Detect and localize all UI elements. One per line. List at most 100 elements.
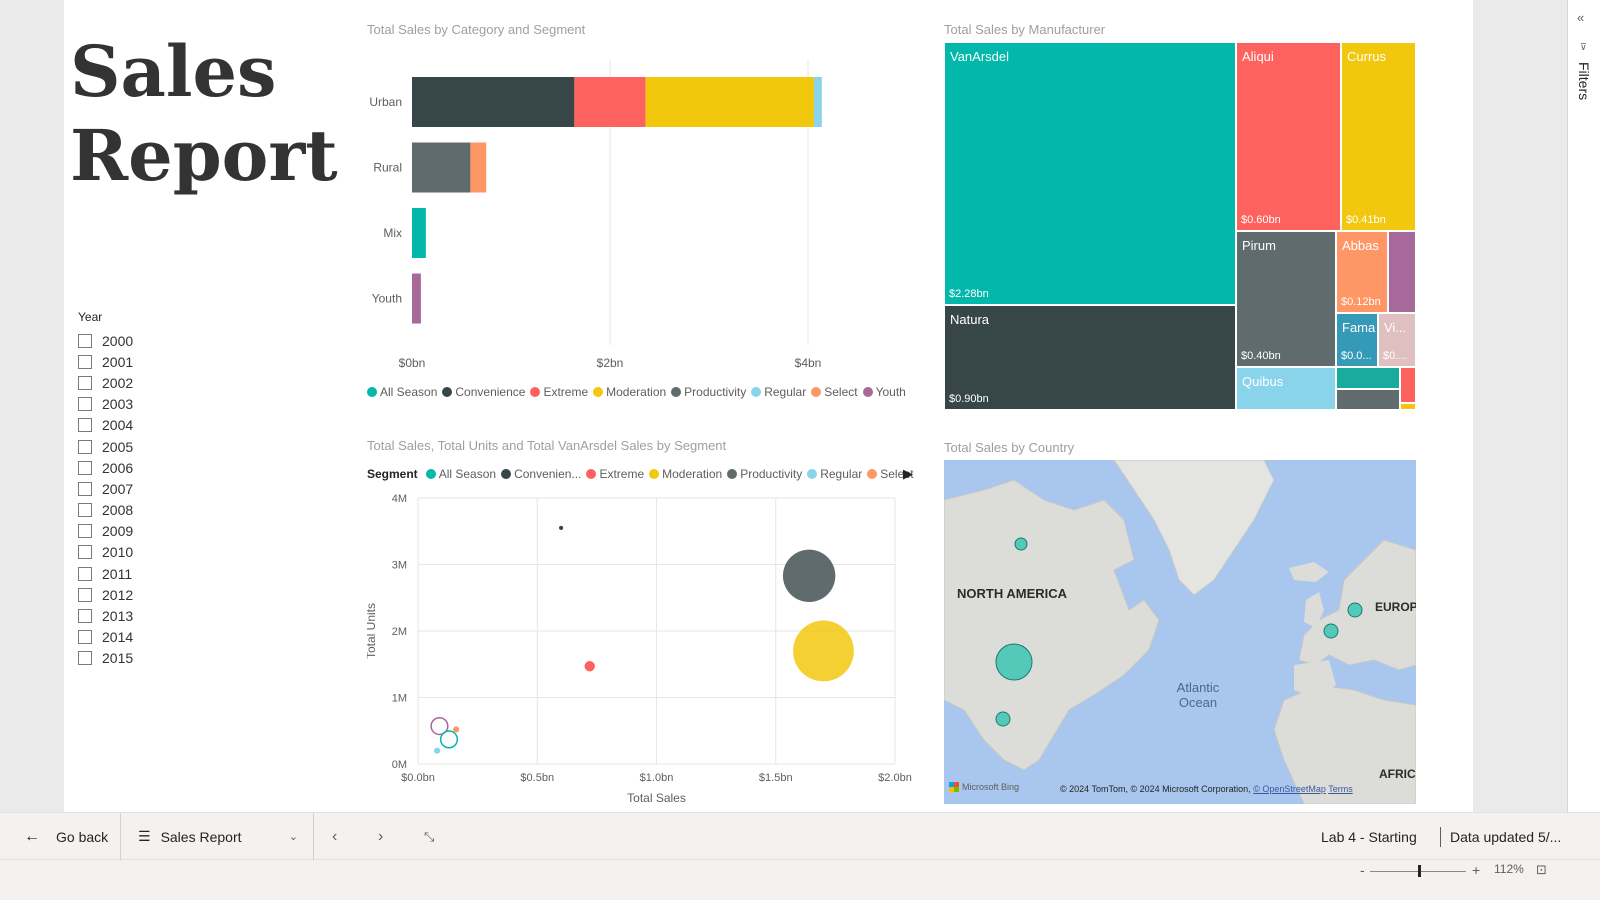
bubble-youth[interactable] bbox=[430, 716, 449, 736]
treemap-tile-small[interactable] bbox=[1388, 231, 1416, 313]
legend-item-select[interactable]: Select bbox=[811, 385, 858, 399]
next-page-button[interactable]: › bbox=[378, 813, 383, 860]
legend-item-youth[interactable]: Youth bbox=[862, 385, 906, 399]
slicer-item[interactable]: 2012 bbox=[78, 584, 278, 605]
filters-label[interactable]: Filters bbox=[1576, 62, 1592, 101]
checkbox[interactable] bbox=[78, 418, 92, 433]
data-updated-text[interactable]: Data updated 5/... bbox=[1450, 828, 1562, 845]
map-visual[interactable]: NORTH AMERICA EUROP Atlantic Ocean AFRIC… bbox=[944, 460, 1416, 804]
bar-select[interactable] bbox=[470, 142, 487, 193]
bar-youth[interactable] bbox=[412, 273, 421, 324]
slicer-item[interactable]: 2008 bbox=[78, 500, 278, 521]
checkbox[interactable] bbox=[78, 481, 92, 496]
map-bubble[interactable] bbox=[1323, 623, 1339, 639]
fit-to-page-button[interactable]: ⤡ bbox=[424, 813, 434, 860]
slicer-item[interactable]: 2001 bbox=[78, 351, 278, 372]
checkbox[interactable] bbox=[78, 609, 92, 624]
treemap-tile-small[interactable] bbox=[1336, 389, 1400, 410]
map-bubble[interactable] bbox=[995, 711, 1011, 727]
treemap-tile-aliqui[interactable]: Aliqui $0.60bn bbox=[1236, 42, 1341, 231]
treemap-tile-vi[interactable]: Vi... $0.... bbox=[1378, 313, 1416, 367]
checkbox[interactable] bbox=[78, 524, 92, 539]
bubble-chart[interactable]: $0.0bn $0.5bn $1.0bn $1.5bn $2.0bn 0M 1M 2M 3M 4M… bbox=[367, 462, 927, 807]
legend-item-productivity[interactable]: Productivity bbox=[727, 467, 802, 481]
checkbox[interactable] bbox=[78, 630, 92, 645]
checkbox[interactable] bbox=[78, 545, 92, 560]
zoom-slider-handle[interactable] bbox=[1418, 865, 1421, 877]
page-select-dropdown[interactable]: ☰ Sales Report ⌄ bbox=[138, 828, 298, 845]
bar-chart[interactable]: $0bn $2bn $4bn Urban Rural Mix Youth bbox=[367, 50, 907, 380]
zoom-out-button[interactable]: - bbox=[1360, 862, 1365, 878]
slicer-item[interactable]: 2011 bbox=[78, 563, 278, 584]
map-bubble[interactable] bbox=[1014, 537, 1028, 551]
checkbox[interactable] bbox=[78, 375, 92, 390]
slicer-item[interactable]: 2009 bbox=[78, 521, 278, 542]
legend-item-convenience[interactable]: Convenien... bbox=[501, 467, 581, 481]
map-bubble[interactable] bbox=[995, 643, 1033, 681]
openstreetmap-link[interactable]: © OpenStreetMap bbox=[1253, 784, 1326, 794]
legend-item-extreme[interactable]: Extreme bbox=[530, 385, 588, 399]
slicer-item[interactable]: 2002 bbox=[78, 372, 278, 393]
legend-item-productivity[interactable]: Productivity bbox=[671, 385, 746, 399]
treemap-tile-natura[interactable]: Natura $0.90bn bbox=[944, 305, 1236, 410]
treemap-tile-pirum[interactable]: Pirum $0.40bn bbox=[1236, 231, 1336, 367]
zoom-in-button[interactable]: + bbox=[1472, 862, 1481, 878]
bar-extreme[interactable] bbox=[574, 77, 646, 127]
treemap-tile-vanarsdel[interactable]: VanArsdel $2.28bn bbox=[944, 42, 1236, 305]
checkbox[interactable] bbox=[78, 439, 92, 454]
treemap-tile-abbas[interactable]: Abbas $0.12bn bbox=[1336, 231, 1388, 313]
previous-page-button[interactable]: ‹ bbox=[332, 813, 337, 860]
treemap-tile-small[interactable] bbox=[1400, 367, 1416, 403]
treemap-tile-small[interactable] bbox=[1336, 367, 1400, 389]
bubble-extreme[interactable] bbox=[584, 661, 595, 672]
slicer-item[interactable]: 2010 bbox=[78, 542, 278, 563]
bar-regular[interactable] bbox=[813, 77, 822, 127]
checkbox[interactable] bbox=[78, 587, 92, 602]
checkbox[interactable] bbox=[78, 354, 92, 369]
treemap[interactable]: VanArsdel $2.28bn Natura $0.90bn Aliqui $0.60… bbox=[944, 42, 1416, 410]
bubble-productivity[interactable] bbox=[782, 549, 836, 603]
treemap-tile-currus[interactable]: Currus $0.41bn bbox=[1341, 42, 1416, 231]
fit-page-icon[interactable]: ⊡ bbox=[1536, 862, 1547, 877]
slicer-item[interactable]: 2004 bbox=[78, 415, 278, 436]
bar-productivity[interactable] bbox=[412, 142, 471, 193]
checkbox[interactable] bbox=[78, 503, 92, 518]
legend-item-moderation[interactable]: Moderation bbox=[593, 385, 666, 399]
checkbox[interactable] bbox=[78, 566, 92, 581]
terms-link[interactable]: Terms bbox=[1328, 784, 1353, 794]
legend-item-all-season[interactable]: All Season bbox=[367, 385, 437, 399]
bubble-all-season[interactable] bbox=[439, 730, 459, 749]
slicer-item[interactable]: 2015 bbox=[78, 648, 278, 669]
bar-all-season[interactable] bbox=[412, 208, 426, 258]
checkbox[interactable] bbox=[78, 460, 92, 475]
legend-item-extreme[interactable]: Extreme bbox=[586, 467, 644, 481]
bubble-moderation[interactable] bbox=[793, 620, 854, 682]
legend-item-regular[interactable]: Regular bbox=[751, 385, 806, 399]
slicer-item[interactable]: 2013 bbox=[78, 605, 278, 626]
legend-item-moderation[interactable]: Moderation bbox=[649, 467, 722, 481]
checkbox[interactable] bbox=[78, 397, 92, 412]
checkbox[interactable] bbox=[78, 651, 92, 666]
legend-item-select[interactable]: Select bbox=[867, 467, 914, 481]
legend-next-icon[interactable]: ▶ bbox=[903, 466, 913, 481]
checkbox[interactable] bbox=[78, 333, 92, 348]
legend-item-convenience[interactable]: Convenience bbox=[442, 385, 525, 399]
collapse-icon[interactable]: « bbox=[1577, 10, 1585, 25]
slicer-item[interactable]: 2003 bbox=[78, 394, 278, 415]
legend-item-regular[interactable]: Regular bbox=[807, 467, 862, 481]
bar-convenience[interactable] bbox=[412, 77, 575, 127]
slicer-item[interactable]: 2014 bbox=[78, 627, 278, 648]
go-back-button[interactable]: ← Go back bbox=[24, 827, 109, 845]
bubble-regular[interactable] bbox=[433, 747, 441, 754]
treemap-tile-small[interactable] bbox=[1400, 403, 1416, 410]
slicer-item[interactable]: 2005 bbox=[78, 436, 278, 457]
slicer-item[interactable]: 2006 bbox=[78, 457, 278, 478]
map-bubble[interactable] bbox=[1347, 602, 1363, 618]
treemap-tile-quibus[interactable]: Quibus bbox=[1236, 367, 1336, 410]
filters-pane[interactable]: « ⊽ Filters bbox=[1567, 0, 1600, 828]
bubble-select[interactable] bbox=[453, 726, 460, 733]
bar-moderation[interactable] bbox=[645, 77, 814, 127]
slicer-item[interactable]: 2007 bbox=[78, 478, 278, 499]
bubble-convenience[interactable] bbox=[559, 525, 564, 530]
treemap-tile-fama[interactable]: Fama $0.0... bbox=[1336, 313, 1378, 367]
